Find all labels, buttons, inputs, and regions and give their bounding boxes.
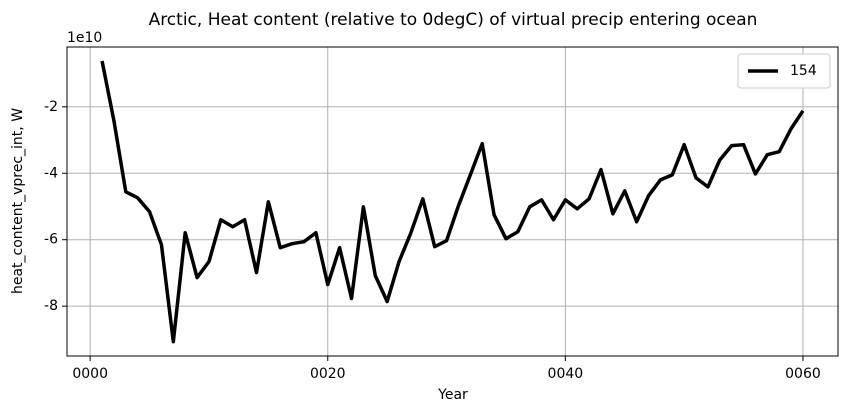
legend-label: 154 bbox=[790, 63, 817, 79]
x-tick-label: 0060 bbox=[785, 366, 821, 382]
plot-frame bbox=[66, 46, 839, 357]
x-tick-label: 0020 bbox=[310, 366, 346, 382]
y-axis-label: heat_content_vprec_int, W bbox=[10, 108, 26, 294]
x-axis-label: Year bbox=[437, 387, 468, 403]
x-tick-label: 0040 bbox=[548, 366, 584, 382]
y-tick-label: -2 bbox=[44, 99, 58, 115]
y-tick-label: -8 bbox=[44, 298, 58, 314]
x-tick-label: 0000 bbox=[72, 366, 108, 382]
chart-title: Arctic, Heat content (relative to 0degC)… bbox=[149, 10, 758, 30]
y-tick-label: -4 bbox=[44, 165, 58, 181]
y-tick-label: -6 bbox=[44, 232, 58, 248]
y-offset-label: 1e10 bbox=[67, 30, 102, 46]
legend-box bbox=[737, 53, 831, 89]
data-line bbox=[100, 60, 805, 344]
